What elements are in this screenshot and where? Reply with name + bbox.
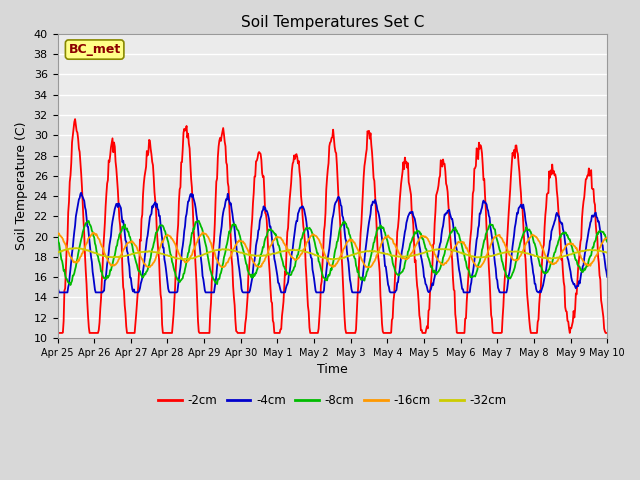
-32cm — [379, 250, 387, 256]
-8cm — [326, 273, 333, 278]
-2cm — [604, 330, 611, 336]
-8cm — [175, 278, 183, 284]
-16cm — [379, 238, 387, 243]
-4cm — [77, 190, 85, 195]
-32cm — [175, 256, 183, 262]
-32cm — [554, 254, 562, 260]
Line: -2cm: -2cm — [58, 119, 607, 333]
Line: -16cm: -16cm — [58, 232, 607, 267]
-8cm — [379, 224, 387, 230]
Line: -4cm: -4cm — [58, 192, 607, 292]
-2cm — [324, 160, 332, 166]
-4cm — [326, 246, 333, 252]
-8cm — [554, 239, 562, 244]
-2cm — [199, 330, 207, 336]
-32cm — [54, 250, 61, 255]
-32cm — [199, 252, 207, 258]
-4cm — [433, 260, 441, 265]
-8cm — [200, 232, 207, 238]
-4cm — [554, 214, 562, 219]
-32cm — [433, 246, 441, 252]
-16cm — [604, 235, 611, 240]
-8cm — [54, 232, 61, 238]
-32cm — [324, 255, 332, 261]
-2cm — [554, 195, 561, 201]
Line: -32cm: -32cm — [58, 248, 607, 259]
-16cm — [175, 251, 183, 256]
-32cm — [70, 245, 77, 251]
-8cm — [67, 282, 74, 288]
-4cm — [200, 276, 207, 282]
-16cm — [200, 230, 207, 236]
Legend: -2cm, -4cm, -8cm, -16cm, -32cm: -2cm, -4cm, -8cm, -16cm, -32cm — [153, 390, 511, 412]
-32cm — [604, 250, 611, 256]
-8cm — [604, 239, 611, 245]
-16cm — [326, 261, 333, 267]
Y-axis label: Soil Temperature (C): Soil Temperature (C) — [15, 122, 28, 250]
-2cm — [433, 192, 440, 198]
-4cm — [55, 289, 63, 295]
Line: -8cm: -8cm — [58, 221, 607, 285]
-2cm — [54, 330, 61, 336]
-16cm — [54, 230, 61, 236]
-16cm — [199, 229, 207, 235]
X-axis label: Time: Time — [317, 363, 348, 376]
-8cm — [195, 218, 203, 224]
-16cm — [145, 264, 153, 270]
-2cm — [71, 116, 79, 122]
-4cm — [176, 269, 184, 275]
-16cm — [554, 256, 562, 262]
-8cm — [433, 270, 441, 276]
-4cm — [54, 282, 61, 288]
-2cm — [175, 199, 183, 204]
-4cm — [379, 241, 387, 247]
Title: Soil Temperatures Set C: Soil Temperatures Set C — [241, 15, 424, 30]
Text: BC_met: BC_met — [68, 43, 121, 56]
-16cm — [433, 255, 441, 261]
-32cm — [327, 256, 335, 262]
-2cm — [378, 321, 386, 326]
-4cm — [604, 274, 611, 280]
